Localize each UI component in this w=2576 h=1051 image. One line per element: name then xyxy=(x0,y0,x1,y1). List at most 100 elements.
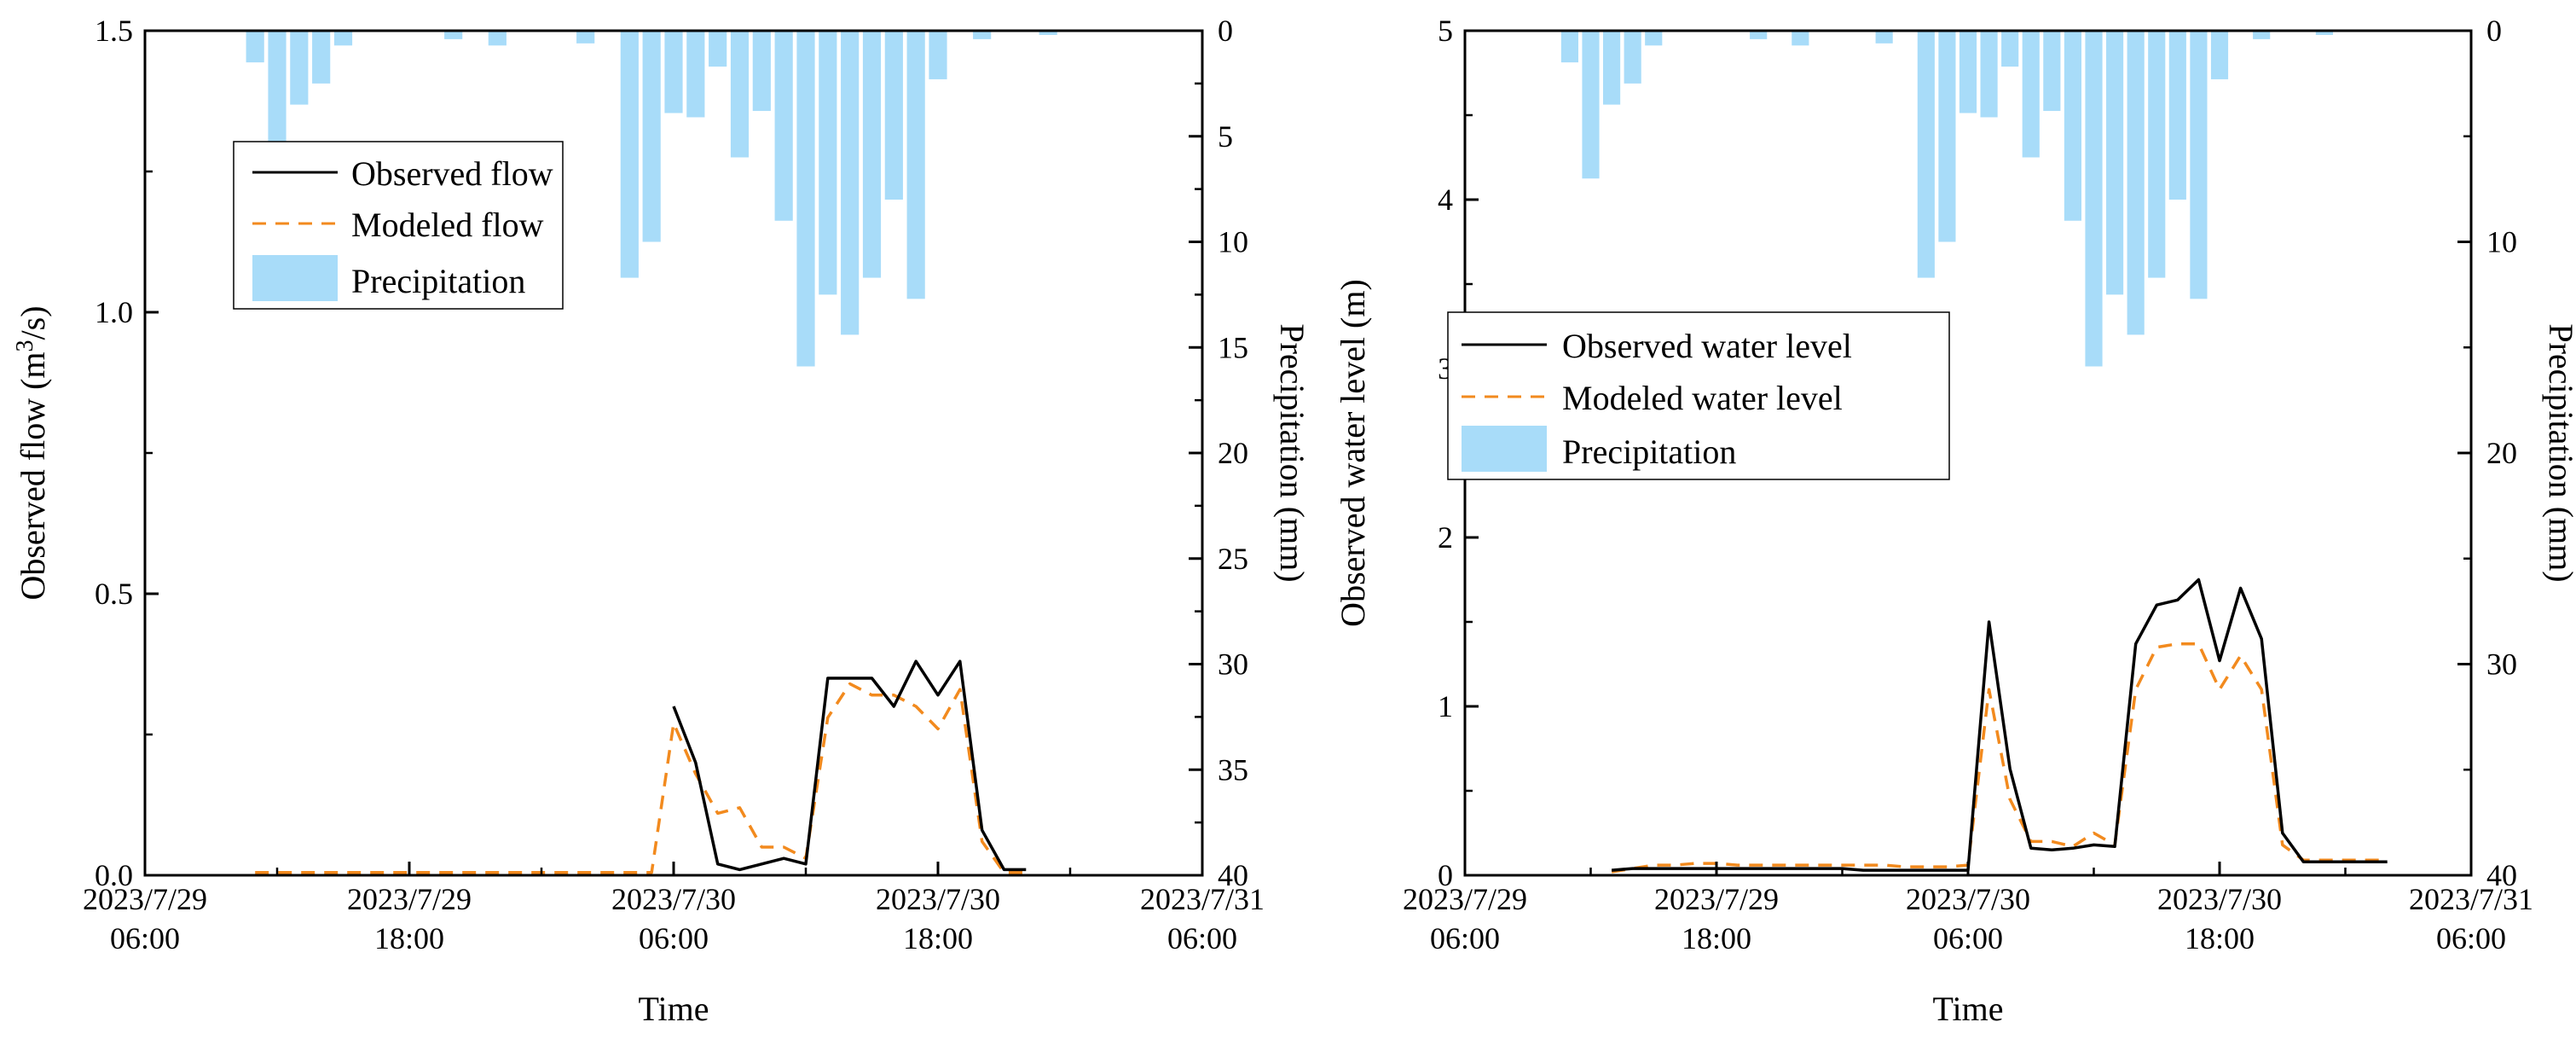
x-tick-label-date: 2023/7/30 xyxy=(876,882,1000,916)
y-tick-label: 5 xyxy=(1438,14,1453,48)
precipitation-bar xyxy=(576,31,595,44)
legend-label-precipitation: Precipitation xyxy=(1562,433,1736,471)
x-axis: 2023/7/29 06:00 2023/7/29 18:00 2023/7/30 06:… xyxy=(83,862,1265,955)
precipitation-bar xyxy=(620,31,639,278)
legend: Observed flow Modeled flow Precipitation xyxy=(233,141,564,310)
y-axis-right: 0 10 20 30 40 xyxy=(2457,14,2517,892)
y2-tick-label: 0 xyxy=(1218,14,1233,48)
y-tick-label: 1 xyxy=(1438,689,1453,723)
x-tick-label-time: 06:00 xyxy=(639,921,709,955)
precipitation-bar xyxy=(290,31,309,105)
modeled-series-line xyxy=(1611,642,2388,874)
y2-tick-label: 5 xyxy=(1218,119,1233,154)
y-tick-label: 1.0 xyxy=(95,295,133,329)
y2-tick-label: 40 xyxy=(1218,858,1248,892)
x-tick-label-time: 06:00 xyxy=(2436,921,2506,955)
y2-tick-label: 25 xyxy=(1218,542,1248,576)
precipitation-bar xyxy=(1603,31,1621,105)
x-tick-label-date: 2023/7/31 xyxy=(1140,882,1265,916)
y-tick-label: 1.5 xyxy=(95,14,133,48)
y2-tick-label: 35 xyxy=(1218,752,1248,787)
precipitation-bar xyxy=(819,31,837,295)
precipitation-bar xyxy=(730,31,750,158)
y-axis-title-left: Observed flow (m3/s) xyxy=(12,305,52,600)
precipitation-bar xyxy=(2106,31,2124,295)
observed-series-line xyxy=(672,659,1027,872)
y-axis-title-main: Observed water level (m) xyxy=(1334,279,1372,627)
precipitation-bar xyxy=(488,31,507,46)
precipitation-bar xyxy=(664,31,683,113)
series-lines xyxy=(1611,578,2388,874)
precipitation-bar xyxy=(929,31,947,79)
y-axis-title-right: Precipitation (mm) xyxy=(1273,323,1311,582)
x-tick-label-date: 2023/7/29 xyxy=(347,882,472,916)
x-tick-label-time: 06:00 xyxy=(110,921,180,955)
precipitation-bar xyxy=(1959,31,1977,113)
y2-tick-label: 40 xyxy=(2486,858,2517,892)
y2-tick-label: 20 xyxy=(2486,436,2517,470)
precipitation-bar xyxy=(906,31,925,299)
y2-tick-label: 10 xyxy=(1218,225,1248,259)
precipitation-bar xyxy=(862,31,882,278)
x-tick-label-time: 06:00 xyxy=(1430,921,1500,955)
precipitation-bar xyxy=(2148,31,2166,278)
precipitation-bar xyxy=(1980,31,1998,118)
precipitation-bar xyxy=(333,31,353,46)
x-tick-label-time: 18:00 xyxy=(374,921,444,955)
legend-label-observed: Observed water level xyxy=(1562,327,1852,365)
precipitation-bar xyxy=(1917,31,1935,278)
y-axis-title-superscript: 3 xyxy=(12,340,38,351)
y2-tick-label: 10 xyxy=(2486,225,2517,259)
y-axis-title-end: /s) xyxy=(14,305,52,340)
precipitation-bar xyxy=(444,31,463,39)
precipitation-bar xyxy=(1582,31,1600,179)
x-tick-label-date: 2023/7/29 xyxy=(1403,882,1527,916)
y-tick-label: 4 xyxy=(1438,183,1453,217)
y2-tick-label: 15 xyxy=(1218,330,1248,364)
precipitation-bar xyxy=(1938,31,1956,242)
y-axis-title-left: Observed water level (m) xyxy=(1334,279,1372,627)
x-tick-label-date: 2023/7/29 xyxy=(1654,882,1779,916)
y-axis-title-right: Precipitation (mm) xyxy=(2542,323,2576,582)
x-axis-title: Time xyxy=(638,990,709,1028)
precipitation-bar xyxy=(709,31,727,67)
precipitation-bar xyxy=(1039,31,1057,35)
precipitation-bar xyxy=(884,31,903,200)
precipitation-bar xyxy=(752,31,771,112)
precipitation-bar xyxy=(2085,31,2103,367)
legend-precipitation-swatch xyxy=(1462,426,1547,472)
x-tick-label-date: 2023/7/30 xyxy=(2157,882,2282,916)
y-axis-title-main: Observed flow (m xyxy=(14,351,52,600)
x-tick-label-time: 18:00 xyxy=(2185,921,2255,955)
precipitation-bar xyxy=(2253,31,2271,39)
x-tick-label-time: 18:00 xyxy=(903,921,973,955)
precipitation-bar xyxy=(2210,31,2229,79)
precipitation-bar xyxy=(2190,31,2208,299)
legend-label-modeled: Modeled flow xyxy=(351,206,544,244)
precipitation-bar xyxy=(973,31,992,39)
precipitation-bar xyxy=(774,31,793,221)
precipitation-bar xyxy=(2022,31,2040,158)
precipitation-bar xyxy=(246,31,264,63)
legend-label-precipitation: Precipitation xyxy=(351,262,525,300)
series-lines xyxy=(255,659,1027,874)
precipitation-bar xyxy=(2127,31,2145,335)
precipitation-bars xyxy=(246,31,1057,367)
y-tick-label: 0.0 xyxy=(95,858,133,892)
legend-precipitation-swatch xyxy=(252,255,338,301)
precipitation-bar xyxy=(796,31,815,367)
y-tick-label: 0 xyxy=(1438,858,1453,892)
observed-series-line xyxy=(1611,578,2388,872)
precipitation-bar xyxy=(1560,31,1578,63)
x-axis-title: Time xyxy=(1932,990,2003,1028)
x-axis: 2023/7/29 06:00 2023/7/29 18:00 2023/7/30 06:… xyxy=(1403,862,2533,955)
x-tick-label-time: 18:00 xyxy=(1682,921,1751,955)
y2-tick-label: 0 xyxy=(2486,14,2502,48)
precipitation-bar xyxy=(841,31,860,335)
y-axis-right: 0 5 10 15 20 25 30 35 40 xyxy=(1189,14,1248,892)
precipitation-bar xyxy=(1792,31,1809,46)
precipitation-bar xyxy=(2001,31,2019,67)
precipitation-bar xyxy=(2043,31,2061,112)
x-tick-label-date: 2023/7/30 xyxy=(611,882,736,916)
